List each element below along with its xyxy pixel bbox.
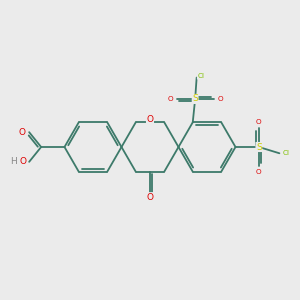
Text: Cl: Cl [283,150,290,156]
Text: O: O [167,96,173,102]
Text: O: O [146,193,154,202]
Text: O: O [218,96,223,102]
Text: O: O [19,157,26,166]
Text: S: S [256,142,262,152]
Text: S: S [192,94,198,103]
Text: O: O [256,169,262,175]
Text: O: O [146,116,154,124]
Text: O: O [18,128,25,137]
Text: H: H [10,157,17,166]
Text: O: O [256,119,262,125]
Text: Cl: Cl [197,73,204,79]
